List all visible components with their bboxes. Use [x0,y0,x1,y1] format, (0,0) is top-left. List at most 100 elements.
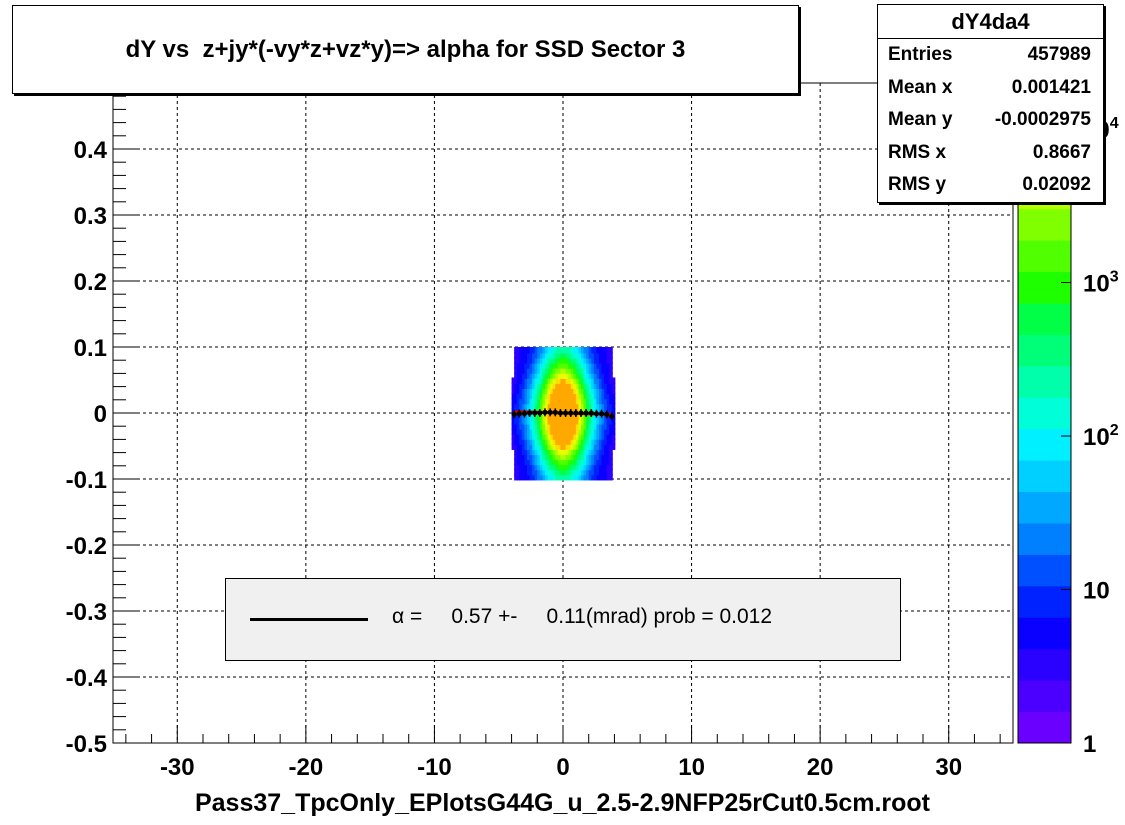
heatmap-cell [552,402,557,410]
heatmap-cell [514,387,518,395]
heatmap-cell [573,382,577,390]
heatmap-cell [519,367,523,374]
heatmap-cell [557,413,562,420]
heatmap-cell [539,428,544,435]
stats-label: Entries [888,44,953,66]
stats-row-entries: Entries 457989 [878,39,1103,72]
heatmap-cell [550,443,554,450]
heatmap-cell [591,377,595,384]
heatmap-cell [560,433,564,440]
heatmap-cell [599,367,603,374]
heatmap-cell [568,453,572,461]
heatmap-cell [578,473,582,481]
heatmap-cell [578,453,582,461]
heatmap-cell [516,367,521,374]
heatmap-cell [539,448,544,456]
heatmap-cell [578,438,582,445]
heatmap-cell [537,438,541,445]
heatmap-cell [516,463,521,471]
profile-point [598,411,605,417]
palette-bin [1018,365,1071,398]
heatmap-cell [565,347,570,354]
heatmap-cell [542,357,546,364]
heatmap-cell [537,387,541,395]
heatmap-cell [568,413,572,420]
heatmap-cell [575,362,580,369]
heatmap-cell [596,347,600,354]
heatmap-cell [570,382,575,390]
heatmap-cell [550,468,554,476]
x-tick-label: -20 [289,754,324,781]
heatmap-cell [573,468,577,476]
heatmap-cell [557,382,562,390]
profile-point [609,413,615,419]
heatmap-cell [578,392,582,400]
heatmap-cell [555,448,559,456]
heatmap-cell [596,397,600,405]
heatmap-cell [570,397,575,405]
heatmap-cell [529,453,534,461]
heatmap-cell [550,347,554,354]
heatmap-cell [586,433,590,440]
heatmap-cell [563,362,567,369]
heatmap-cell [560,377,564,384]
heatmap-cell [545,362,549,369]
heatmap-cell [575,387,580,395]
heatmap-cell [547,428,552,435]
heatmap-cell [519,392,523,400]
heatmap-cell [609,418,613,425]
heatmap-cell [575,453,580,461]
heatmap-cell [516,418,521,425]
heatmap-cell [534,352,539,359]
heatmap-cell [521,377,526,384]
heatmap-cell [557,397,562,405]
heatmap-cell [537,397,541,405]
heatmap-cell [604,362,608,369]
heatmap-cell [519,402,523,410]
heatmap-cell [604,387,608,395]
heatmap-cell [563,428,567,435]
heatmap-cell [583,402,588,410]
heatmap-cell [537,453,541,461]
stats-row-rms-x: RMS x 0.8667 [878,137,1103,170]
heatmap-cell [555,372,559,379]
heatmap-cell [552,367,557,374]
heatmap-cell [550,397,554,405]
heatmap-cell [581,458,585,466]
heatmap-cell [547,443,552,450]
heatmap-cell [563,443,567,450]
heatmap-cell [527,413,531,420]
heatmap-cell [578,402,582,410]
heatmap-cell [524,428,528,435]
heatmap-cell [532,438,536,445]
heatmap-cell [606,453,611,461]
heatmap-cell [511,418,516,425]
palette-tick-label: 10 [1083,578,1110,605]
heatmap-cell [534,463,539,471]
heatmap-cell [604,377,608,384]
heatmap-cell [537,367,541,374]
heatmap-cell [563,453,567,461]
heatmap-cell [527,463,531,471]
heatmap-cell [581,387,585,395]
heatmap-cell [581,413,585,420]
heatmap-cell [563,448,567,456]
heatmap-cell [537,402,541,410]
x-tick-label: -30 [160,754,195,781]
heatmap-cell [521,367,526,374]
chart-title: dY vs z+jy*(-vy*z+vz*y)=> alpha for SSD … [12,5,799,94]
heatmap-cell [581,367,585,374]
heatmap-cell [593,463,598,471]
heatmap-cell [606,463,611,471]
heatmap-cell [539,357,544,364]
heatmap-cell [563,357,567,364]
heatmap-cell [601,372,606,379]
heatmap-cell [511,402,516,410]
heatmap-cell [588,413,593,420]
heatmap-cell [606,372,611,379]
heatmap-cell [611,443,616,450]
heatmap-cell [599,372,603,379]
heatmap-cell [563,468,567,476]
heatmap-cell [599,387,603,395]
heatmap-cell [586,468,590,476]
